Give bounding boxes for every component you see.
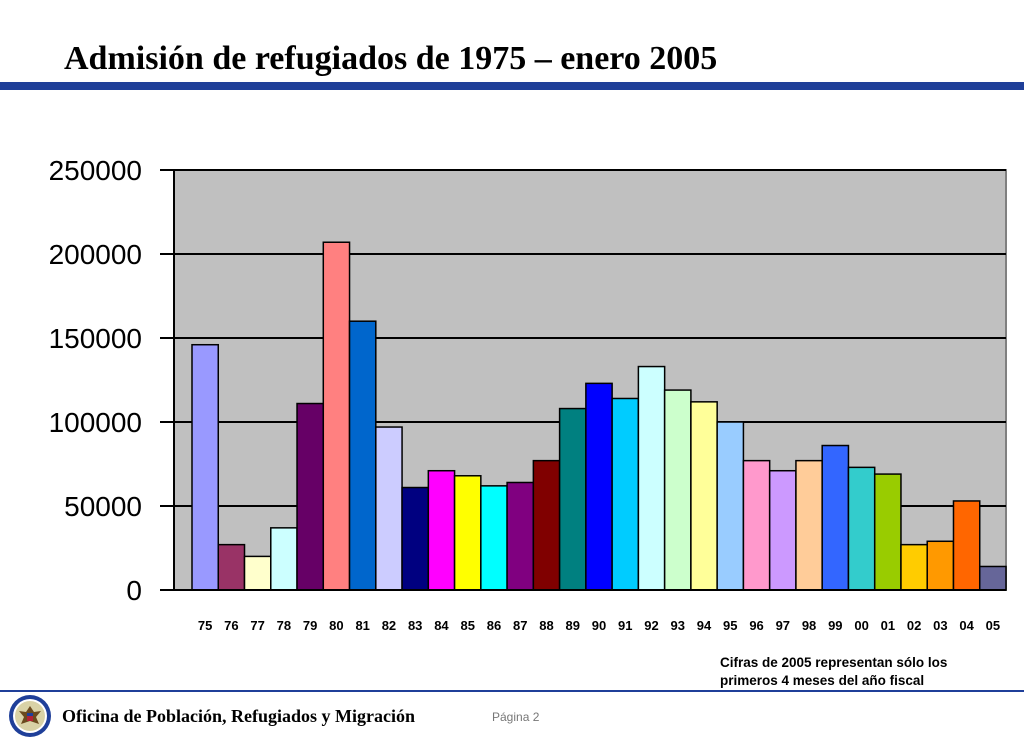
bar-03	[926, 540, 955, 591]
x-tick-label: 98	[802, 618, 816, 633]
y-axis: 0 50000 100000 150000 200000 250000	[49, 155, 1006, 606]
x-tick-label: 99	[828, 618, 842, 633]
y-tick-label: 150000	[49, 323, 142, 354]
x-tick-label: 03	[933, 618, 947, 633]
x-tick-label: 79	[303, 618, 317, 633]
page-label: Página	[492, 710, 530, 724]
y-tick-label: 100000	[49, 407, 142, 438]
y-tick-label: 200000	[49, 239, 142, 270]
bar-87	[506, 481, 535, 591]
footer-divider	[0, 690, 1024, 692]
x-tick-label: 95	[723, 618, 737, 633]
x-tick-label: 87	[513, 618, 527, 633]
x-tick-label: 90	[592, 618, 606, 633]
bar-84	[427, 469, 456, 591]
x-tick-label: 82	[382, 618, 396, 633]
bar-77	[243, 555, 272, 591]
bar-94	[690, 401, 718, 591]
x-tick-label: 75	[198, 618, 212, 633]
y-tick-label: 50000	[64, 491, 142, 522]
x-axis-labels: 75 76 77 78 79 80 81 82 83 84 85 86 87 88 89 90 91 92 93 94…	[198, 618, 1000, 633]
bar-04	[952, 500, 981, 591]
bar-80	[322, 241, 351, 591]
department-seal-icon	[9, 695, 51, 737]
title-divider	[0, 82, 1024, 90]
bars	[191, 241, 1007, 591]
x-tick-label: 86	[487, 618, 501, 633]
bar-02	[900, 543, 928, 591]
page-indicator: Página 2	[492, 710, 539, 724]
x-tick-label: 02	[907, 618, 921, 633]
bar-95	[716, 421, 745, 591]
x-tick-label: 76	[224, 618, 238, 633]
x-tick-label: 81	[355, 618, 369, 633]
bar-91	[611, 397, 640, 591]
x-tick-label: 85	[460, 618, 474, 633]
bar-79	[296, 402, 325, 591]
footer-office-name: Oficina de Población, Refugiados y Migra…	[62, 706, 415, 726]
bar-85	[453, 475, 482, 591]
bar-92	[637, 365, 666, 591]
bar-78	[270, 527, 298, 591]
bar-93	[663, 389, 692, 591]
x-tick-label: 84	[434, 618, 449, 633]
footnote: Cifras de 2005 representan sólo los prim…	[720, 654, 1010, 690]
x-tick-label: 92	[644, 618, 658, 633]
x-tick-label: 96	[749, 618, 763, 633]
footnote-line-1: Cifras de 2005 representan sólo los	[720, 655, 948, 670]
y-tick-label: 250000	[49, 155, 142, 186]
x-tick-label: 97	[776, 618, 790, 633]
page-number: 2	[532, 710, 540, 724]
slide-title: Admisión de refugiados de 1975 – enero 2…	[64, 40, 718, 77]
x-tick-label: 05	[986, 618, 1000, 633]
x-tick-label: 78	[277, 618, 291, 633]
x-tick-label: 80	[329, 618, 343, 633]
bar-98	[795, 459, 823, 591]
bar-81	[348, 320, 377, 591]
y-tick-label: 0	[126, 575, 142, 606]
bar-00	[847, 466, 876, 591]
x-tick-label: 88	[539, 618, 553, 633]
x-tick-label: 91	[618, 618, 632, 633]
x-tick-label: 89	[566, 618, 580, 633]
x-tick-label: 01	[881, 618, 895, 633]
bar-05	[978, 565, 1007, 591]
bar-86	[480, 485, 508, 591]
bar-96	[742, 459, 771, 591]
bar-83	[401, 486, 430, 591]
x-tick-label: 83	[408, 618, 422, 633]
x-tick-label: 00	[854, 618, 868, 633]
bar-97	[768, 469, 797, 591]
x-tick-label: 04	[959, 618, 974, 633]
bar-88	[532, 459, 561, 591]
x-tick-label: 77	[250, 618, 264, 633]
bar-89	[558, 407, 587, 591]
bar-75	[191, 343, 220, 591]
bar-82	[375, 426, 403, 591]
bar-01	[873, 473, 902, 591]
bar-76	[217, 543, 246, 591]
x-tick-label: 94	[697, 618, 712, 633]
x-tick-label: 93	[671, 618, 685, 633]
bar-99	[821, 444, 850, 591]
footnote-line-2: primeros 4 meses del año fiscal	[720, 673, 925, 688]
bar-90	[585, 382, 613, 591]
